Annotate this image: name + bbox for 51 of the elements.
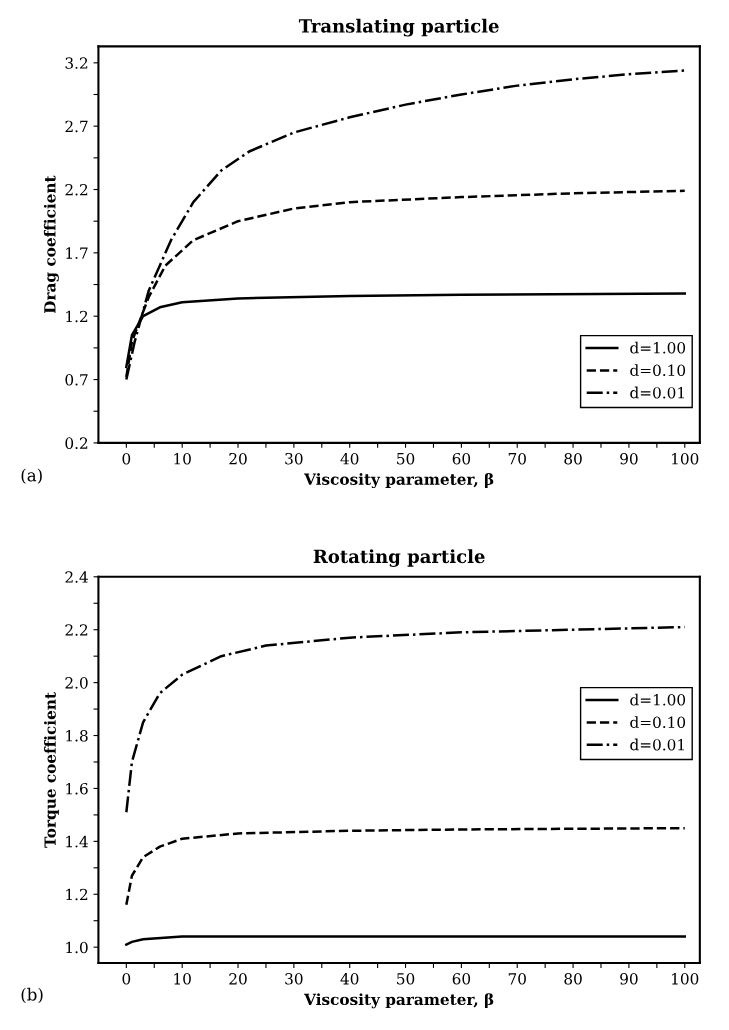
legend-label: d=0.01 [630,738,684,751]
x-tick-label: 20 [229,973,247,985]
x-tick-label: 60 [452,452,471,465]
x-tick-label: 70 [508,452,526,465]
y-tick-label: 0.7 [65,374,88,386]
y-tick-label: 2.2 [65,624,88,636]
y-tick-label: 1.8 [66,730,88,742]
text: (b) [21,987,43,1004]
x-tick-label: 40 [340,973,359,985]
y-tick-label: 2.0 [65,677,88,689]
y-tick-label: 1.2 [66,310,88,323]
x-tick-label: 80 [564,973,582,985]
legend-label: d=1.00 [630,341,686,354]
x-tick-label: 70 [508,973,526,985]
x-tick-label: 30 [285,452,303,465]
x-tick-label: 60 [452,973,471,985]
y-tick-label: 2.4 [65,571,88,583]
x-tick-label: 80 [564,452,582,465]
y-tick-label: 2.7 [65,120,88,133]
x-tick-label: 50 [397,973,415,985]
x-tick-label: 90 [620,973,638,985]
x-tick-label: 90 [620,452,638,465]
y-tick-label: 1.2 [66,888,88,901]
x-tick-label: 40 [340,452,359,465]
y-tick-label: 3.2 [65,57,88,69]
y-tick-label: 0.2 [65,437,88,449]
chart-title: Translating particle [298,18,499,37]
y-tick-label: 2.2 [65,183,88,196]
x-axis-title: Viscosity parameter, β [304,993,494,1009]
x-tick-label: 100 [672,973,699,985]
legend-label: d=0.01 [630,386,684,399]
legend-label: d=0.10 [630,364,686,377]
legend-label: d=0.10 [630,716,686,729]
x-tick-label: 30 [285,973,303,985]
chart-title: Rotating particle [313,549,485,567]
x-axis-title: Viscosity parameter, β [304,472,494,489]
y-tick-label: 1.4 [66,835,88,848]
y-axis-title: Torque coefficient [44,692,59,848]
y-tick-label: 1.7 [66,247,88,259]
x-tick-label: 10 [174,973,191,985]
x-tick-label: 100 [672,452,699,465]
y-tick-label: 1.6 [66,782,88,795]
y-axis-title: Drag coefficient [43,175,59,314]
text: (a) [21,468,42,484]
y-tick-label: 1.0 [66,941,88,954]
legend-label: d=1.00 [630,693,686,706]
x-tick-label: 50 [397,452,415,465]
x-tick-label: 20 [229,452,247,465]
x-tick-label: 0 [122,452,131,465]
x-tick-label: 10 [174,452,191,465]
x-tick-label: 0 [122,973,131,985]
